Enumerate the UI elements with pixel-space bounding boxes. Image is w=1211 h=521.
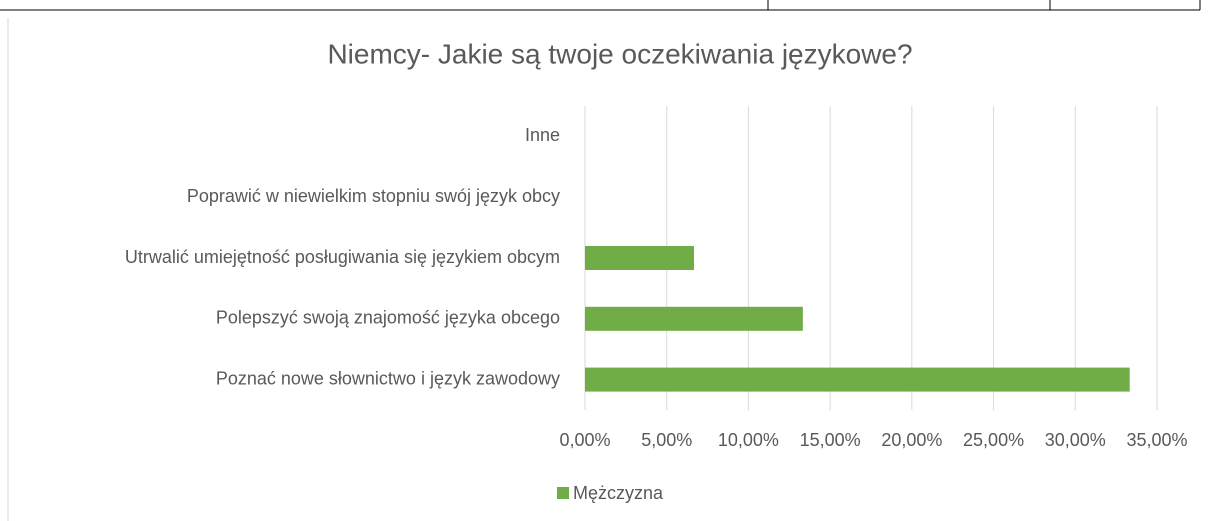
x-tick-label: 20,00% <box>881 430 942 450</box>
x-tick-label: 35,00% <box>1126 430 1187 450</box>
x-tick-label: 5,00% <box>641 430 692 450</box>
chart-title: Niemcy- Jakie są twoje oczekiwania język… <box>327 38 912 69</box>
y-tick-label: Polepszyć swoją znajomość języka obcego <box>216 308 560 328</box>
y-tick-label: Utrwalić umiejętność posługiwania się ję… <box>125 247 560 267</box>
x-tick-label: 10,00% <box>718 430 779 450</box>
bar <box>585 306 803 331</box>
bar <box>585 367 1130 392</box>
y-tick-label: Inne <box>525 125 560 145</box>
legend-swatch <box>557 487 569 499</box>
x-tick-label: 0,00% <box>559 430 610 450</box>
y-tick-label: Poprawić w niewielkim stopniu swój język… <box>187 186 560 206</box>
bar <box>585 246 695 270</box>
y-tick-label: Poznać nowe słownictwo i język zawodowy <box>216 368 560 388</box>
x-tick-label: 15,00% <box>800 430 861 450</box>
x-tick-label: 25,00% <box>963 430 1024 450</box>
legend-label: Mężczyzna <box>573 483 664 503</box>
x-tick-label: 30,00% <box>1045 430 1106 450</box>
